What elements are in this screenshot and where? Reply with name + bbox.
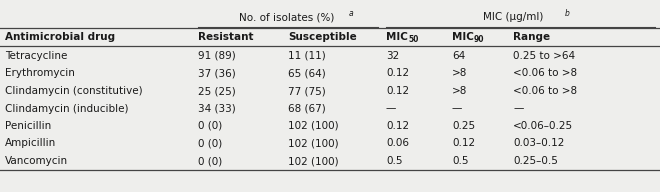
Text: 64: 64: [452, 51, 465, 61]
Text: 50: 50: [408, 35, 418, 44]
Text: 11 (11): 11 (11): [288, 51, 326, 61]
Text: b: b: [565, 9, 570, 18]
Text: 0 (0): 0 (0): [198, 138, 222, 148]
Text: Vancomycin: Vancomycin: [5, 156, 68, 166]
Text: 68 (67): 68 (67): [288, 103, 326, 113]
Text: 102 (100): 102 (100): [288, 156, 339, 166]
Text: —: —: [452, 103, 463, 113]
Text: 102 (100): 102 (100): [288, 121, 339, 131]
Text: 25 (25): 25 (25): [198, 86, 236, 96]
Text: 0 (0): 0 (0): [198, 121, 222, 131]
Text: Erythromycin: Erythromycin: [5, 69, 75, 79]
Text: >8: >8: [452, 86, 467, 96]
Text: Range: Range: [513, 32, 550, 42]
Text: MIC: MIC: [452, 32, 474, 42]
Text: Tetracycline: Tetracycline: [5, 51, 67, 61]
Text: Penicillin: Penicillin: [5, 121, 51, 131]
Text: 0.06: 0.06: [386, 138, 409, 148]
Text: 34 (33): 34 (33): [198, 103, 236, 113]
Text: 91 (89): 91 (89): [198, 51, 236, 61]
Text: 90: 90: [474, 35, 484, 44]
Text: —: —: [513, 103, 523, 113]
Text: <0.06 to >8: <0.06 to >8: [513, 86, 577, 96]
Text: 0.12: 0.12: [452, 138, 475, 148]
Text: 37 (36): 37 (36): [198, 69, 236, 79]
Text: —: —: [386, 103, 397, 113]
Text: 65 (64): 65 (64): [288, 69, 326, 79]
Text: <0.06–0.25: <0.06–0.25: [513, 121, 573, 131]
Text: 0.12: 0.12: [386, 121, 409, 131]
Text: Susceptible: Susceptible: [288, 32, 357, 42]
Text: 0.25: 0.25: [452, 121, 475, 131]
Text: 0.12: 0.12: [386, 69, 409, 79]
Text: Resistant: Resistant: [198, 32, 253, 42]
Text: a: a: [349, 9, 354, 18]
Text: 0.5: 0.5: [386, 156, 403, 166]
Text: <0.06 to >8: <0.06 to >8: [513, 69, 577, 79]
Text: 0.12: 0.12: [386, 86, 409, 96]
Text: 0.25 to >64: 0.25 to >64: [513, 51, 575, 61]
Text: 0.25–0.5: 0.25–0.5: [513, 156, 558, 166]
Text: >8: >8: [452, 69, 467, 79]
Text: 77 (75): 77 (75): [288, 86, 326, 96]
Text: Clindamycin (inducible): Clindamycin (inducible): [5, 103, 129, 113]
Text: 102 (100): 102 (100): [288, 138, 339, 148]
Text: MIC: MIC: [386, 32, 408, 42]
Text: MIC (μg/ml): MIC (μg/ml): [483, 12, 543, 22]
Text: 0 (0): 0 (0): [198, 156, 222, 166]
Text: 0.03–0.12: 0.03–0.12: [513, 138, 564, 148]
Text: Clindamycin (constitutive): Clindamycin (constitutive): [5, 86, 143, 96]
Text: Ampicillin: Ampicillin: [5, 138, 56, 148]
Text: No. of isolates (%): No. of isolates (%): [240, 12, 335, 22]
Text: Antimicrobial drug: Antimicrobial drug: [5, 32, 115, 42]
Text: 0.5: 0.5: [452, 156, 469, 166]
Text: 32: 32: [386, 51, 399, 61]
